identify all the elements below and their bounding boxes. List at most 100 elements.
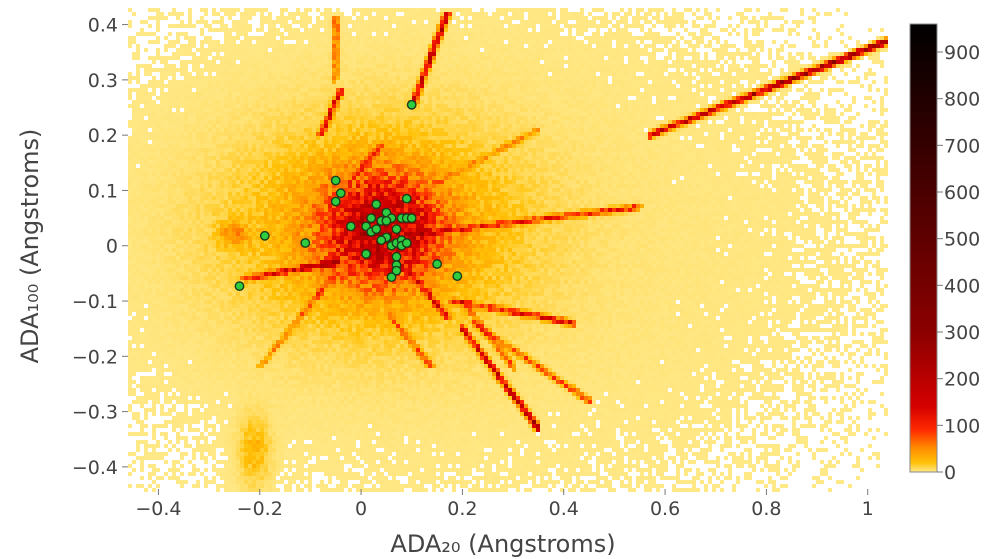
heatmap-cell <box>156 48 160 52</box>
heatmap-cell <box>592 100 596 104</box>
heatmap-cell <box>208 104 212 108</box>
heatmap-cell <box>720 96 724 100</box>
heatmap-cell <box>564 128 568 132</box>
heatmap-cell <box>216 116 220 120</box>
heatmap-cell <box>632 116 636 120</box>
heatmap-cell <box>816 64 820 68</box>
heatmap-cell <box>348 96 352 100</box>
heatmap-cell <box>416 48 420 52</box>
heatmap-cell <box>200 28 204 32</box>
heatmap-cell <box>512 104 516 108</box>
heatmap-cell <box>648 128 652 132</box>
heatmap-cell <box>524 116 528 120</box>
heatmap-cell <box>184 52 188 56</box>
heatmap-cell <box>680 132 684 136</box>
heatmap-cell <box>348 44 352 48</box>
heatmap-cell <box>644 84 648 88</box>
heatmap-cell <box>564 36 568 40</box>
heatmap-cell <box>468 72 472 76</box>
heatmap-cell <box>736 116 740 120</box>
heatmap-cell <box>416 36 420 40</box>
heatmap-cell <box>656 132 660 136</box>
heatmap-cell <box>616 56 620 60</box>
heatmap-cell <box>220 72 224 76</box>
heatmap-cell <box>392 108 396 112</box>
heatmap-cell <box>196 56 200 60</box>
heatmap-cell <box>556 104 560 108</box>
heatmap-cell <box>808 68 812 72</box>
heatmap-cell <box>344 92 348 96</box>
heatmap-cell <box>812 92 816 96</box>
heatmap-cell <box>432 36 436 40</box>
heatmap-cell <box>388 48 392 52</box>
heatmap-cell <box>252 128 256 132</box>
heatmap-cell <box>148 132 152 136</box>
heatmap-cell <box>392 104 396 108</box>
heatmap-cell <box>368 32 372 36</box>
heatmap-cell <box>624 76 628 80</box>
heatmap-cell <box>260 120 264 124</box>
heatmap-cell <box>632 72 636 76</box>
heatmap-cell <box>684 76 688 80</box>
heatmap-cell <box>824 68 828 72</box>
heatmap-cell <box>540 44 544 48</box>
heatmap-cell <box>200 128 204 132</box>
heatmap-cell <box>284 116 288 120</box>
heatmap-cell <box>572 124 576 128</box>
heatmap-cell <box>272 92 276 96</box>
heatmap-cell <box>188 24 192 28</box>
heatmap-cell <box>200 76 204 80</box>
heatmap-cell <box>416 12 420 16</box>
heatmap-cell <box>668 128 672 132</box>
heatmap-cell <box>364 28 368 32</box>
heatmap-cell <box>756 112 760 116</box>
heatmap-cell <box>504 20 508 24</box>
heatmap-cell <box>332 28 336 32</box>
heatmap-cell <box>360 40 364 44</box>
heatmap-cell <box>840 112 844 116</box>
heatmap-cell <box>252 132 256 136</box>
heatmap-cell <box>696 136 700 140</box>
heatmap-cell <box>696 64 700 68</box>
heatmap-cell <box>656 20 660 24</box>
heatmap-cell <box>232 12 236 16</box>
heatmap-cell <box>156 96 160 100</box>
heatmap-cell <box>608 96 612 100</box>
heatmap-cell <box>740 52 744 56</box>
heatmap-cell <box>492 28 496 32</box>
heatmap-cell <box>188 20 192 24</box>
heatmap-cell <box>416 116 420 120</box>
heatmap-cell <box>236 24 240 28</box>
heatmap-cell <box>572 68 576 72</box>
heatmap-cell <box>212 92 216 96</box>
heatmap-cell <box>700 80 704 84</box>
heatmap-cell <box>400 96 404 100</box>
heatmap-cell <box>224 84 228 88</box>
heatmap-cell <box>828 116 832 120</box>
heatmap-cell <box>776 52 780 56</box>
heatmap-cell <box>396 28 400 32</box>
heatmap-cell <box>344 96 348 100</box>
heatmap-cell <box>136 136 140 140</box>
heatmap-cell <box>560 84 564 88</box>
heatmap-cell <box>256 132 260 136</box>
heatmap-cell <box>476 48 480 52</box>
heatmap-cell <box>636 132 640 136</box>
heatmap-cell <box>172 116 176 120</box>
heatmap-cell <box>312 108 316 112</box>
heatmap-cell <box>296 28 300 32</box>
heatmap-cell <box>452 48 456 52</box>
heatmap-cell <box>464 136 468 140</box>
heatmap-cell <box>288 24 292 28</box>
heatmap-cell <box>804 68 808 72</box>
heatmap-cell <box>468 44 472 48</box>
heatmap-cell <box>704 56 708 60</box>
heatmap-cell <box>628 112 632 116</box>
heatmap-cell <box>440 132 444 136</box>
heatmap-cell <box>500 64 504 68</box>
heatmap-cell <box>456 36 460 40</box>
heatmap-cell <box>544 84 548 88</box>
heatmap-cell <box>628 8 632 12</box>
heatmap-cell <box>336 56 340 60</box>
heatmap-cell <box>348 104 352 108</box>
